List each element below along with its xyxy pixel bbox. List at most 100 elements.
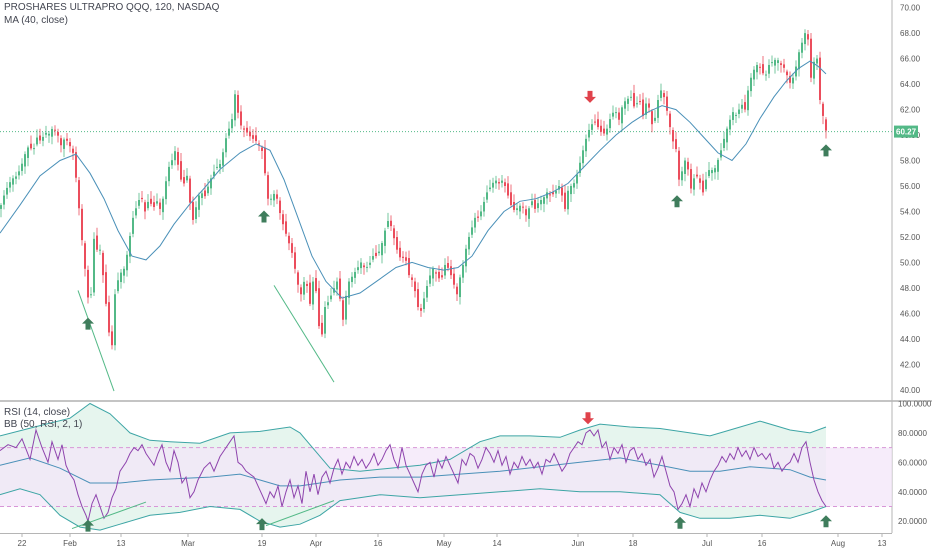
candle-body bbox=[813, 61, 815, 79]
rsi-y-tick-label: 20.0000 bbox=[898, 517, 927, 526]
candle-body bbox=[618, 112, 620, 120]
candle-body bbox=[399, 247, 401, 258]
last-price-badge bbox=[894, 125, 918, 138]
candle-body bbox=[747, 90, 749, 111]
candle-body bbox=[501, 180, 503, 183]
candle-body bbox=[72, 148, 74, 153]
candle-body bbox=[642, 99, 644, 116]
candle-body bbox=[615, 112, 617, 114]
main-y-tick-label: 44.00 bbox=[900, 335, 921, 344]
candle-body bbox=[198, 195, 200, 210]
candle-body bbox=[207, 186, 209, 194]
candle-body bbox=[609, 119, 611, 129]
candle-body bbox=[126, 254, 128, 271]
candle-body bbox=[420, 308, 422, 311]
candle-body bbox=[18, 171, 20, 176]
candle-body bbox=[303, 281, 305, 295]
candle-body bbox=[735, 114, 737, 116]
candle-body bbox=[183, 177, 185, 184]
candle-body bbox=[87, 269, 89, 298]
candle-body bbox=[504, 182, 506, 186]
candle-body bbox=[288, 235, 290, 244]
candle-body bbox=[93, 238, 95, 293]
candle-body bbox=[801, 42, 803, 53]
candle-body bbox=[174, 151, 176, 161]
candle-body bbox=[69, 142, 71, 147]
x-tick-label: Jul bbox=[702, 539, 712, 548]
main-chart-title: PROSHARES ULTRAPRO QQQ, 120, NASDAQ bbox=[4, 2, 220, 13]
rsi-y-tick-label: 60.0000 bbox=[898, 458, 927, 467]
candle-body bbox=[741, 104, 743, 109]
candle-body bbox=[300, 287, 302, 295]
candle-body bbox=[264, 147, 266, 174]
main-y-tick-label: 56.00 bbox=[900, 182, 921, 191]
candle-body bbox=[3, 195, 5, 205]
candle-body bbox=[690, 169, 692, 189]
candle-body bbox=[450, 266, 452, 276]
candle-body bbox=[579, 162, 581, 174]
candle-body bbox=[600, 125, 602, 132]
candle-body bbox=[510, 192, 512, 206]
candle-body bbox=[561, 187, 563, 196]
candle-body bbox=[276, 194, 278, 199]
candle-body bbox=[549, 194, 551, 196]
trendline bbox=[77, 290, 115, 392]
candle-body bbox=[351, 276, 353, 283]
candle-body bbox=[462, 264, 464, 278]
candle-body bbox=[666, 96, 668, 111]
candle-body bbox=[774, 59, 776, 66]
candle-body bbox=[507, 183, 509, 196]
candle-body bbox=[99, 249, 101, 251]
candle-body bbox=[63, 139, 65, 149]
candle-body bbox=[390, 220, 392, 227]
candle-body bbox=[60, 138, 62, 146]
candle-body bbox=[447, 263, 449, 268]
candle-body bbox=[66, 138, 68, 141]
candle-body bbox=[825, 119, 827, 131]
candle-body bbox=[630, 96, 632, 98]
candle-body bbox=[81, 208, 83, 241]
candle-body bbox=[681, 171, 683, 181]
candle-body bbox=[195, 207, 197, 219]
candle-body bbox=[531, 201, 533, 206]
x-tick-label: Apr bbox=[310, 539, 323, 548]
candle-body bbox=[120, 272, 122, 283]
candle-body bbox=[6, 187, 8, 195]
candle-body bbox=[585, 138, 587, 152]
candle-body bbox=[396, 237, 398, 250]
bb-upper-line bbox=[0, 402, 827, 472]
candle-body bbox=[678, 150, 680, 180]
candle-body bbox=[411, 277, 413, 280]
candle-body bbox=[177, 152, 179, 165]
candle-body bbox=[414, 281, 416, 292]
candle-body bbox=[594, 121, 596, 123]
candle-body bbox=[147, 201, 149, 209]
candle-body bbox=[30, 143, 32, 149]
candle-body bbox=[672, 130, 674, 142]
candle-body bbox=[465, 248, 467, 267]
candle-body bbox=[90, 294, 92, 296]
x-tick-label: Aug bbox=[831, 539, 845, 548]
main-y-tick-label: 52.00 bbox=[900, 233, 921, 242]
candle-body bbox=[621, 107, 623, 124]
rsi-y-tick-label: 40.0000 bbox=[898, 488, 927, 497]
candle-body bbox=[291, 243, 293, 253]
candle-body bbox=[807, 34, 809, 40]
candle-body bbox=[558, 185, 560, 190]
candle-body bbox=[387, 221, 389, 227]
candle-body bbox=[378, 251, 380, 254]
candle-body bbox=[216, 166, 218, 168]
candle-body bbox=[273, 193, 275, 201]
candle-body bbox=[567, 190, 569, 210]
x-tick-label: 13 bbox=[878, 539, 887, 548]
candle-body bbox=[360, 262, 362, 269]
main-y-tick-label: 42.00 bbox=[900, 360, 921, 369]
candle-body bbox=[24, 154, 26, 167]
candle-body bbox=[699, 178, 701, 183]
candle-body bbox=[765, 74, 767, 76]
x-tick-label: Feb bbox=[63, 539, 77, 548]
candle-body bbox=[489, 187, 491, 190]
buy-signal-arrow-icon bbox=[820, 515, 832, 528]
candle-body bbox=[822, 103, 824, 116]
